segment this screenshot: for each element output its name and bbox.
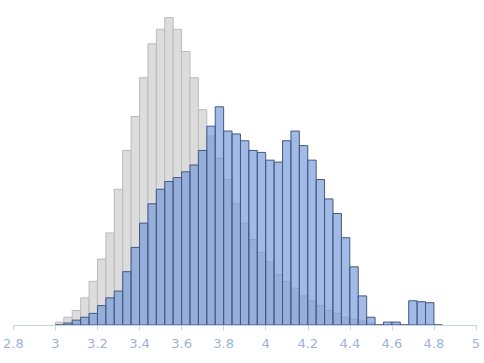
svg-text:4.6: 4.6 — [382, 336, 403, 351]
svg-text:4.4: 4.4 — [339, 336, 360, 351]
svg-text:4.2: 4.2 — [297, 336, 318, 351]
svg-text:3.2: 3.2 — [87, 336, 108, 351]
svg-text:3.4: 3.4 — [129, 336, 150, 351]
svg-text:3: 3 — [51, 336, 59, 351]
svg-text:5: 5 — [472, 336, 480, 351]
svg-text:4.8: 4.8 — [424, 336, 445, 351]
svg-text:2.8: 2.8 — [3, 336, 24, 351]
svg-text:3.6: 3.6 — [171, 336, 192, 351]
svg-text:3.8: 3.8 — [213, 336, 234, 351]
svg-text:4: 4 — [262, 336, 270, 351]
